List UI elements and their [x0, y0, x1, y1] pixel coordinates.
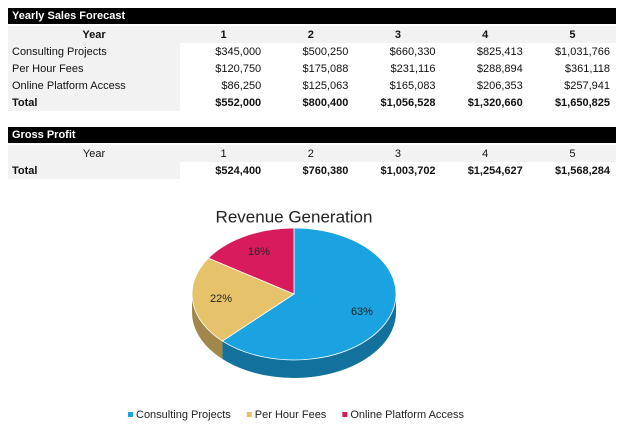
cell: $1,568,284 — [554, 164, 610, 177]
cell: $1,650,825 — [554, 96, 610, 109]
table-title: Yearly Sales Forecast — [8, 8, 616, 24]
column-header: 5 — [528, 26, 616, 43]
gross-profit-table: Gross Profit Year 1 2 3 4 5 Total $524,400 $760,… — [8, 127, 616, 179]
cell: $1,003,702 — [380, 164, 436, 177]
cell: $500,250 — [302, 45, 349, 58]
legend-marker — [128, 412, 133, 417]
cell: $288,894 — [476, 62, 523, 75]
header-row: Year 1 2 3 4 5 — [8, 26, 616, 43]
data-label: 16% — [248, 246, 270, 258]
column-header: Year — [8, 26, 180, 43]
cell: $86,250 — [221, 79, 262, 92]
table-row: Online Platform Access $86,250 $125,063 $16… — [8, 77, 616, 94]
chart-title: Revenue Generation — [216, 207, 373, 226]
cell: $1,031,766 — [554, 45, 610, 58]
table-title: Gross Profit — [8, 127, 616, 143]
row-label: Online Platform Access — [8, 77, 180, 94]
cell: $345,000 — [215, 45, 262, 58]
cell: $361,118 — [564, 62, 610, 75]
cell: $552,000 — [215, 96, 262, 109]
sales-forecast-table: Yearly Sales Forecast Year 1 2 3 4 5 Consultin… — [8, 8, 616, 111]
row-label: Total — [8, 94, 180, 111]
slice-side — [222, 294, 396, 378]
table-row: Total $552,000 $800,400 $1,056,528 $1,320,66… — [8, 94, 616, 111]
data-label: 22% — [210, 293, 232, 305]
column-header: 3 — [354, 145, 442, 162]
cell: $1,254,627 — [467, 164, 523, 177]
chart: Revenue Generation 63% 22% 16% Consulting P… — [128, 207, 465, 421]
column-header: 5 — [528, 145, 616, 162]
table: Year 1 2 3 4 5 Consulting Projects $345,000 $500… — [8, 26, 616, 111]
column-header: 3 — [354, 26, 442, 43]
legend-marker — [342, 412, 348, 417]
row-label: Per Hour Fees — [8, 60, 180, 77]
cell: $825,413 — [476, 45, 523, 58]
column-header: 2 — [267, 26, 355, 43]
legend-marker — [246, 412, 252, 417]
table: Year 1 2 3 4 5 Total $524,400 $760,380 $1,003,702… — [8, 145, 616, 179]
legend-label: Online Platform Access — [350, 409, 464, 421]
column-header: 1 — [180, 145, 268, 162]
cell: $1,056,528 — [380, 96, 436, 109]
column-header: 4 — [441, 145, 529, 162]
cell: $800,400 — [302, 96, 349, 109]
header-row: Year 1 2 3 4 5 — [8, 145, 616, 162]
legend-label: Consulting Projects — [136, 409, 231, 421]
cell: $165,083 — [389, 79, 436, 92]
cell: $524,400 — [215, 164, 262, 177]
cell: $760,380 — [302, 164, 349, 177]
pie-slice — [221, 227, 397, 361]
cell: $257,941 — [564, 79, 610, 92]
table-row: Total $524,400 $760,380 $1,003,702 $1,254,62… — [8, 162, 616, 179]
column-header: 1 — [180, 26, 268, 43]
cell: $120,750 — [215, 62, 262, 75]
cell: $660,330 — [389, 45, 436, 58]
cell: $1,320,660 — [467, 96, 523, 109]
data-label: 63% — [351, 306, 373, 318]
legend-label: Per Hour Fees — [255, 409, 327, 421]
cell: $206,353 — [476, 79, 523, 92]
pie-slice — [207, 227, 295, 295]
table-row: Consulting Projects $345,000 $500,250 $660,… — [8, 43, 616, 60]
table-row: Per Hour Fees $120,750 $175,088 $231,116 $28… — [8, 60, 616, 77]
column-header: 2 — [267, 145, 355, 162]
cell: $231,116 — [390, 62, 436, 75]
cell: $125,063 — [302, 79, 349, 92]
column-header: 4 — [441, 26, 529, 43]
row-label: Total — [8, 162, 180, 179]
pie-slice — [191, 257, 295, 342]
slice-side — [192, 294, 223, 360]
row-label: Consulting Projects — [8, 43, 180, 60]
column-header: Year — [8, 145, 180, 162]
cell: $175,088 — [302, 62, 349, 75]
